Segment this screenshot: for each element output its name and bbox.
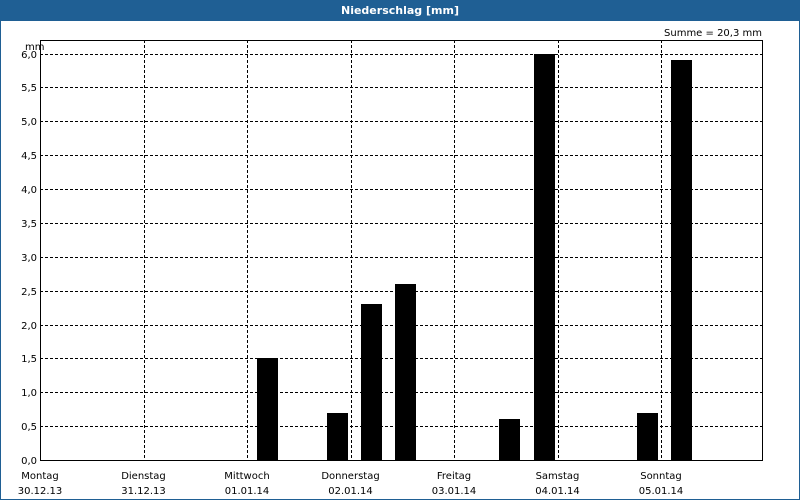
x-tick-date: 31.12.13 (121, 486, 166, 497)
y-tick-label: 4,0 (21, 185, 37, 196)
x-tick-weekday: Mittwoch (224, 471, 269, 482)
precipitation-bar (395, 284, 416, 460)
precipitation-bar (534, 54, 555, 460)
y-tick-label: 3,0 (21, 253, 37, 264)
x-tick-weekday: Samstag (536, 471, 580, 482)
x-tick-weekday: Dienstag (121, 471, 166, 482)
y-tick-label: 6,0 (21, 50, 37, 61)
precipitation-bar (257, 358, 278, 460)
bars (257, 54, 692, 460)
y-tick-labels: 0,0 0,5 1,0 1,5 2,0 2,5 3,0 3,5 4,0 4,5 5,0 5,5 6,0 (21, 50, 37, 467)
y-tick-label: 1,0 (21, 388, 37, 399)
x-tick-date: 02.01.14 (328, 486, 373, 497)
precipitation-bar (499, 419, 520, 460)
x-tick-weekday: Freitag (437, 471, 471, 482)
y-tick-label: 3,5 (21, 219, 37, 230)
x-tick-weekday: Sonntag (640, 471, 682, 482)
x-tick-date: 01.01.14 (225, 486, 270, 497)
chart-title: Niederschlag [mm] (1, 1, 799, 21)
y-tick-label: 4,5 (21, 151, 37, 162)
y-tick-label: 1,5 (21, 354, 37, 365)
precipitation-bar (671, 60, 692, 460)
y-tick-label: 0,5 (21, 422, 37, 433)
plot-border (40, 40, 763, 461)
y-axis-unit-label: mm (25, 42, 44, 53)
x-tick-weekday: Montag (21, 471, 58, 482)
x-tick-date: 04.01.14 (535, 486, 580, 497)
summary-label: Summe = 20,3 mm (664, 28, 762, 39)
x-tick-date: 30.12.13 (18, 486, 63, 497)
x-tick-date: 03.01.14 (432, 486, 477, 497)
y-tick-label: 5,5 (21, 83, 37, 94)
y-tick-label: 5,0 (21, 117, 37, 128)
x-tick-labels: Montag 30.12.13 Dienstag 31.12.13 Mittwoch 01… (18, 471, 684, 497)
precipitation-bar (637, 413, 658, 460)
y-tick-label: 0,0 (21, 456, 37, 467)
y-tick-label: 2,0 (21, 321, 37, 332)
x-tick-weekday: Donnerstag (321, 471, 379, 482)
precipitation-bar (327, 413, 348, 460)
x-tick-date: 05.01.14 (639, 486, 684, 497)
precipitation-bar (361, 304, 382, 460)
y-tick-label: 2,5 (21, 287, 37, 298)
